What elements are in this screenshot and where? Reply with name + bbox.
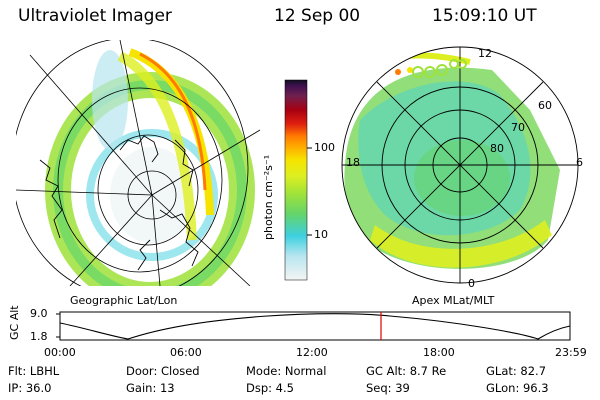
instrument-title: Ultraviolet Imager (18, 6, 172, 26)
time-label: 15:09:10 UT (432, 6, 537, 26)
info-ip: IP: 36.0 (8, 381, 52, 395)
mlt-label-18: 18 (346, 156, 360, 169)
polar-grid (341, 46, 579, 284)
timeline-ytick-bottom: 1.8 (30, 330, 48, 343)
info-mode: Mode: Normal (246, 364, 327, 378)
info-filter: Flt: LBHL (8, 364, 60, 378)
altitude-curve (59, 313, 571, 340)
colorbar (284, 79, 308, 281)
info-seq: Seq: 39 (366, 381, 410, 395)
timeline-xtick-0600: 06:00 (170, 346, 202, 359)
mlt-label-0: 0 (468, 277, 475, 290)
lat-label-80: 80 (490, 142, 504, 155)
mlt-label-6: 6 (576, 156, 583, 169)
apex-panel-label: Apex MLat/MLT (412, 294, 495, 307)
geographic-panel-label: Geographic Lat/Lon (70, 294, 178, 307)
timeline-xtick-0000: 00:00 (44, 346, 76, 359)
timeline-xtick-1800: 18:00 (423, 346, 455, 359)
colorbar-unit-label: photon cm⁻²s⁻¹ (262, 154, 275, 240)
info-dsp: Dsp: 4.5 (246, 381, 294, 395)
geographic-image (16, 40, 261, 286)
lat-label-70: 70 (511, 121, 525, 134)
timeline-ytick-top: 9.0 (30, 307, 48, 320)
timeline-axis-label: GC Alt (8, 305, 21, 340)
lat-label-60: 60 (538, 99, 552, 112)
info-glat: GLat: 82.7 (486, 364, 547, 378)
colorbar-tick-100: 100 (314, 141, 335, 154)
info-door: Door: Closed (126, 364, 200, 378)
colorbar-tick-10: 10 (314, 228, 328, 241)
info-glon: GLon: 96.3 (486, 381, 549, 395)
timeline-xtick-1200: 12:00 (296, 346, 328, 359)
info-gain: Gain: 13 (126, 381, 175, 395)
mlt-label-12: 12 (478, 47, 492, 60)
date-label: 12 Sep 00 (274, 6, 361, 26)
timeline-xtick-2359: 23:59 (555, 346, 587, 359)
info-gc-alt: GC Alt: 8.7 Re (366, 364, 447, 378)
